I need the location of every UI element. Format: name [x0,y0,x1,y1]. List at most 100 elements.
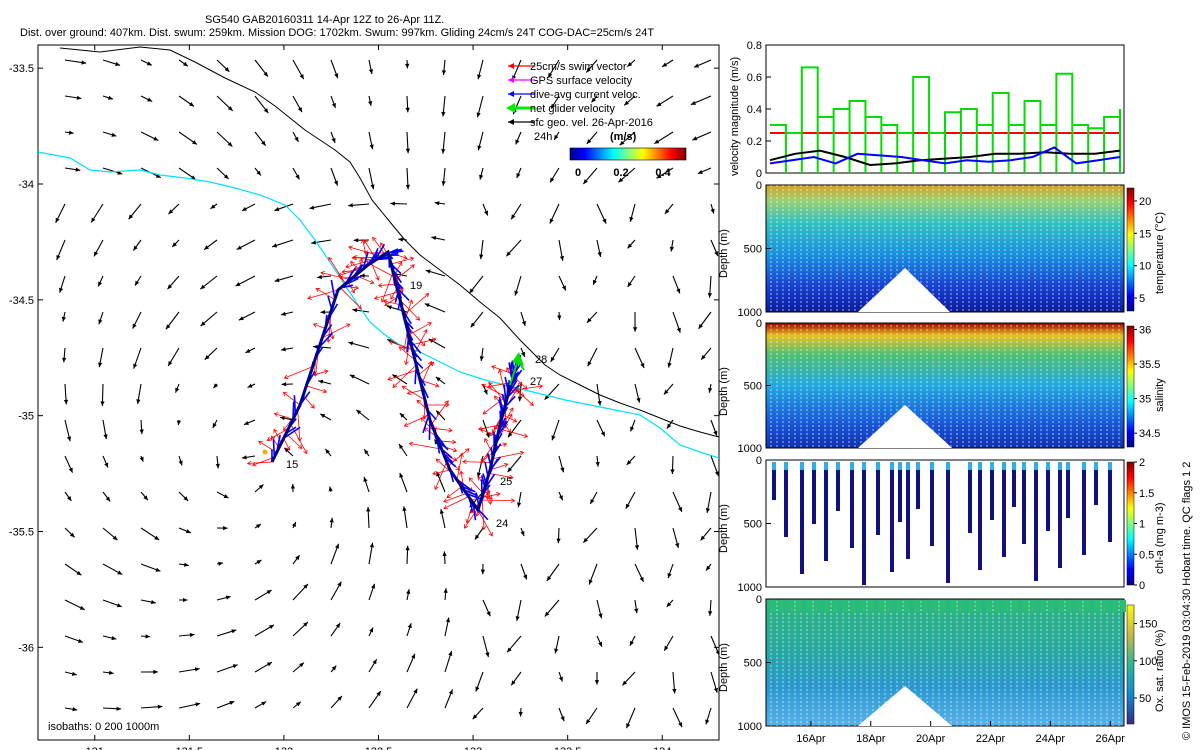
track-start-marker [262,449,268,455]
depth-ytick-label: 500 [744,519,762,531]
swim-vector-head [488,531,493,537]
chla-surface [824,462,828,470]
map-legend: 25cm/s swim vector GPS surface velocity … [506,61,687,179]
speed-colorbar-tick: 0.2 [613,167,628,179]
chla-profile [772,462,776,500]
swim-vector [285,433,303,449]
oxygen-surface-marker [1067,600,1072,612]
swim-vector [510,384,534,406]
swim-vector-head [372,236,377,242]
geo-vector-head [483,389,488,395]
chla-ticks: 0 500 1000 0 0.5 1 1.5 2 [738,455,1155,594]
geo-vector-head [348,341,354,346]
swim-vector [433,427,453,432]
geo-vector-head [405,107,410,113]
geo-vector-head [213,383,219,389]
geo-vector-head [103,434,108,440]
geo-vector-head [94,251,99,257]
geo-vector-head [371,583,376,589]
chla-profile [1066,462,1070,518]
velocity-ytick-label: 0.6 [747,72,762,84]
swim-vector-head [491,428,497,434]
oxygen-surface-marker [887,600,892,612]
chla-surface [800,462,804,470]
geo-vector-head [707,293,712,298]
swim-vector-head [271,435,276,441]
swim-vector-head [455,466,461,471]
swim-vector-head [444,400,449,405]
swim-vector-head [459,470,464,476]
chla-profile [812,462,816,524]
geo-vector-head [241,455,247,460]
geo-vector-head [334,73,339,79]
geo-vector-head [439,509,444,514]
swim-vector-head [482,410,488,415]
swim-vector-head [427,322,432,327]
speed-colorbar-tick: 0 [575,167,581,179]
geo-vector-head [469,288,474,294]
chla-panel: 0 500 1000 0 0.5 1 1.5 2 Depth (m) chl-a (mg m-… [718,455,1166,594]
chla-surface [1012,462,1016,470]
geo-vector-head [521,351,526,357]
geo-vector-head [441,148,446,154]
geo-vector-head [598,613,603,619]
geo-vector-head [618,177,624,183]
swim-vector-head [315,288,321,293]
geo-vector-head [548,72,553,78]
figure-title-line2: Dist. over ground: 407km. Dist. swum: 25… [20,27,654,39]
geo-vector-head [232,664,238,669]
swim-vector-head [479,428,485,433]
geo-vector-head [398,444,404,449]
geo-vector-head [629,640,634,646]
oxygen-surface-marker [977,600,982,612]
geo-vector-head [627,243,633,249]
swim-vector-head [357,304,362,310]
geo-vector-head [81,60,87,65]
geo-vector-head [331,102,336,108]
geo-vector-head [506,251,511,257]
swim-vector-head [443,504,448,510]
swim-vector-head [488,431,494,437]
swim-vector [402,385,426,401]
map-ticks: 131 131.5 132 132.5 133 133.5 134 -33.5 -34 -34.5… [9,45,719,750]
oxygen-surface-marker [950,600,955,612]
geo-vector-head [690,100,696,105]
chla-surface [1022,462,1026,470]
swim-vector-head [388,340,394,345]
geo-vector-head [291,521,296,527]
depth-ytick-label: 500 [744,658,762,670]
current-vector [283,426,301,439]
legend-label-gps: GPS surface velocity [530,75,633,87]
swim-vector [499,428,528,437]
swim-vector-head [512,418,518,423]
geo-vector-head [486,611,491,617]
geo-vector-head [369,627,374,633]
chla-surface [930,462,934,470]
swim-vector-head [382,299,388,304]
geo-vector-head [705,508,711,513]
swim-vector-head [285,445,291,451]
swim-vector [372,237,385,255]
swim-vector [328,318,334,340]
oxygen-surface-marker [995,600,1000,612]
swim-vector [488,472,514,479]
chla-profile [1082,462,1086,555]
swim-vector-head [401,385,407,391]
swim-vector [431,400,449,425]
geo-vector-head [335,623,341,629]
swim-vector [340,287,362,310]
geo-vector-head [183,597,188,603]
swim-vector [284,366,313,379]
geo-vector-head [559,255,565,261]
swim-vector [267,428,289,441]
geo-vector-head [204,245,210,250]
geo-vector-head [115,61,121,67]
salinity-panel: 0 500 1000 34.5 35 35.5 36 Depth (m) salinity [718,318,1166,455]
geo-vector-head [586,719,591,725]
salinity-ticks: 0 500 1000 34.5 35 35.5 36 [738,318,1161,455]
legend-label-swim: 25cm/s swim vector [530,61,627,73]
geo-vector-head [183,496,189,501]
swim-vector-head [251,461,257,467]
chla-surface [990,462,994,470]
swim-vector [502,414,517,423]
